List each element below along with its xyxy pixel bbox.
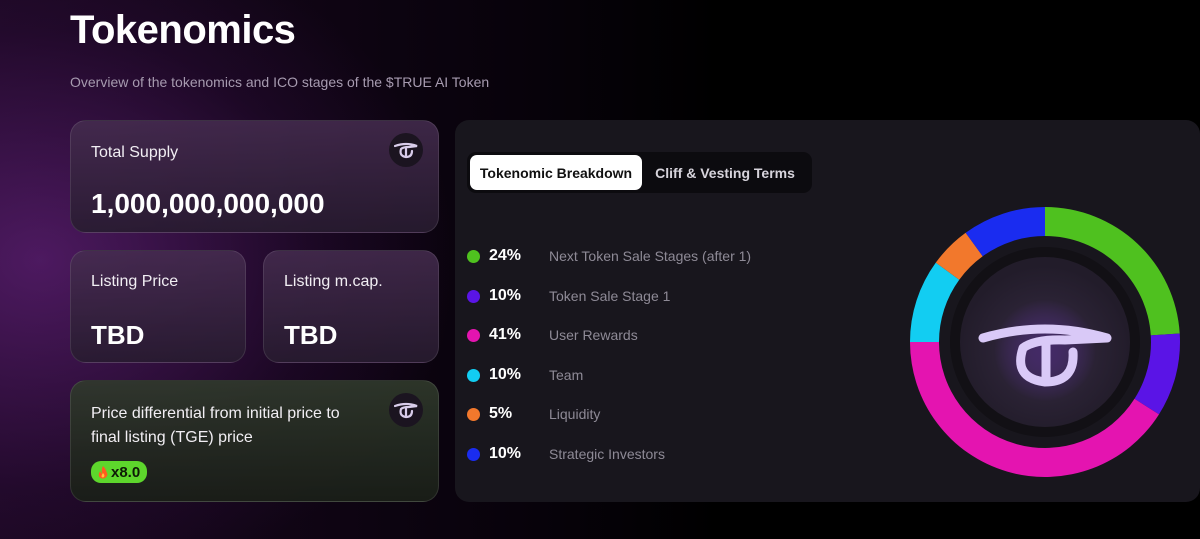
legend-dot	[467, 407, 480, 421]
legend-percent: 10%	[489, 366, 522, 383]
legend-item: 41% User Rewards	[467, 325, 638, 345]
donut-slice-5	[965, 207, 1045, 257]
tokenomics-donut-chart	[910, 207, 1180, 477]
legend-dot	[467, 447, 480, 461]
multiplier-badge: x8.0	[91, 461, 148, 483]
multiplier-value: x8.0	[111, 463, 141, 481]
page-subtitle: Overview of the tokenomics and ICO stage…	[70, 74, 490, 90]
total-supply-label: Total Supply	[91, 144, 179, 161]
fire-icon	[97, 465, 109, 479]
legend-item: 10% Team	[467, 365, 583, 385]
true-ai-logo-icon	[978, 324, 1112, 387]
listing-price-value: TBD	[91, 320, 145, 350]
legend-percent: 24%	[489, 247, 522, 264]
listing-mcap-value: TBD	[284, 320, 338, 350]
legend-label: Strategic Investors	[549, 446, 665, 462]
legend-item: 5% Liquidity	[467, 404, 600, 424]
legend-percent: 5%	[489, 405, 513, 422]
listing-price-label: Listing Price	[91, 273, 179, 290]
donut-slice-2	[910, 342, 1159, 477]
legend-item: 24% Next Token Sale Stages (after 1)	[467, 246, 751, 266]
legend-label: Next Token Sale Stages (after 1)	[549, 248, 752, 264]
legend-label: Token Sale Stage 1	[549, 288, 671, 304]
price-differential-card: Price differential from initial price to…	[70, 380, 439, 502]
listing-mcap-card: Listing m.cap. TBD	[263, 250, 439, 363]
listing-mcap-label: Listing m.cap.	[284, 273, 383, 290]
legend-percent: 10%	[489, 445, 522, 462]
donut-segments	[910, 207, 1180, 477]
price-differential-label: Price differential from initial price to…	[91, 405, 340, 446]
legend-item: 10% Token Sale Stage 1	[467, 286, 670, 306]
legend-item: 10% Strategic Investors	[467, 444, 665, 464]
tab-bar: Tokenomic Breakdown Cliff & Vesting Term…	[467, 152, 812, 193]
total-supply-value: 1,000,000,000,000	[91, 188, 325, 219]
legend-label: Liquidity	[549, 406, 601, 422]
true-ai-logo-icon	[389, 133, 423, 167]
donut-slice-3	[910, 262, 960, 342]
legend-percent: 10%	[489, 287, 522, 304]
donut-slice-1	[1134, 333, 1180, 415]
tab-tokenomic-breakdown[interactable]: Tokenomic Breakdown	[470, 155, 642, 190]
tab-cliff-vesting-terms[interactable]: Cliff & Vesting Terms	[655, 164, 795, 181]
donut-slice-4	[935, 232, 983, 280]
legend-dot	[467, 289, 480, 303]
total-supply-card: Total Supply 1,000,000,000,000	[70, 120, 439, 233]
listing-price-card: Listing Price TBD	[70, 250, 246, 363]
page-title: Tokenomics	[70, 8, 296, 52]
legend-label: User Rewards	[549, 327, 638, 343]
legend-dot	[467, 328, 480, 342]
legend-label: Team	[549, 367, 584, 383]
true-ai-logo-icon	[389, 393, 423, 427]
legend-dot	[467, 368, 480, 382]
donut-slice-0	[1045, 207, 1180, 336]
legend-percent: 41%	[489, 326, 522, 343]
legend-dot	[467, 249, 480, 263]
tokenomics-panel: Tokenomic Breakdown Cliff & Vesting Term…	[455, 120, 1200, 502]
